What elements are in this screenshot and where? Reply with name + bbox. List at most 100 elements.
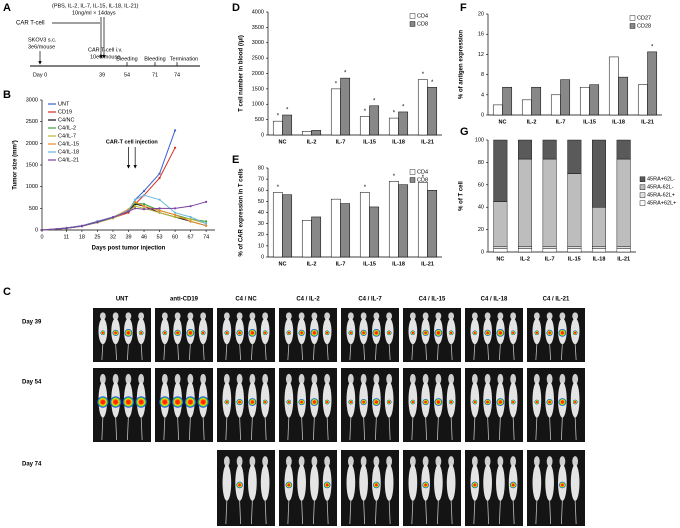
bar [417,79,428,136]
mouse-tail [188,343,191,361]
bar-segment [518,246,532,249]
mouse-tail [411,500,414,525]
mouse-head [435,373,442,385]
mouse-tail [535,500,538,525]
y-tick-label: 0 [261,132,264,138]
y-tick-label: 0 [35,227,38,233]
mouse-tail [549,500,552,525]
mouse-tail [512,343,515,361]
mouse-head [298,312,305,320]
legend-swatch [639,200,646,206]
skov3: SKOV3 s.c. [28,37,57,43]
signal [197,396,210,409]
legend-label: CD8 [417,21,428,27]
skov3-dose: 3e6/mouse [28,44,55,50]
mouse-tail [126,416,129,441]
point [173,211,177,214]
bar [589,84,600,116]
y-tick-label: 1000 [26,184,38,190]
mouse-tail [349,416,352,441]
point [158,209,161,212]
column-label: C4 / IL-7 [358,297,382,303]
mouse-head [409,456,416,467]
x-tick-label: IL-15 [568,256,581,262]
y-tick-label: 500 [255,117,264,123]
mouse-tail [287,416,290,441]
mouse-tail [287,500,290,525]
mouse-tail [163,343,166,361]
mouse-head [324,456,331,467]
row-label: Day 39 [22,320,42,326]
mouse-tail [349,500,352,525]
mouse-head [546,312,553,320]
point [134,205,137,208]
mouse-tail [487,416,490,441]
mouse-head [174,373,181,385]
legend-label: 45RA+62L+ [647,201,676,207]
y-tick-label: 2500 [26,119,38,125]
point [142,194,146,197]
cytokines: (PBS, IL-2, IL-7, IL-15, IL-18, IL-21) [52,3,139,9]
mouse-tail [115,343,118,361]
mouse-tail [301,416,304,441]
legend-label: CD4 [417,13,428,19]
x-tick-label: NC [499,119,507,125]
bar [311,130,322,136]
mouse-head [484,456,491,467]
point [158,207,161,210]
signal [286,330,292,336]
point [205,222,208,225]
signal [534,330,540,336]
mouse-body [297,464,306,501]
y-tick-label: 30 [258,221,264,227]
y-tick-label: 0 [481,249,484,255]
mouse-tail [473,343,476,361]
x-tick-label: IL-18 [593,256,606,262]
signal [372,397,381,407]
mouse-tail [312,416,315,441]
mouse-tail [202,343,205,361]
bar-segment [493,246,508,249]
mouse-tail [411,343,414,361]
point [142,189,146,193]
y-tick-label: 40 [478,205,484,211]
mouse-head [311,373,318,385]
legend-label: 45RA-62L+ [647,193,675,199]
bar [550,94,561,116]
mouse-tail [101,343,104,361]
signal [422,329,429,337]
mouse-head [99,373,106,385]
row-label: Day 54 [22,380,42,386]
bar [531,86,542,116]
signal [496,328,505,337]
column-label: UNT [116,297,129,303]
bar [618,76,629,116]
bar-segment [493,248,508,253]
significance: * [393,111,396,117]
mouse-head [99,312,106,320]
mouse-tail [250,416,253,441]
signal [422,481,430,489]
x-tick-label: 18 [79,234,85,240]
mouse-body [570,464,580,501]
mouse-head [497,456,504,467]
mouse-head [298,456,305,467]
mouse-body [446,464,456,501]
bar-segment [542,248,557,253]
point [40,228,44,232]
bar [340,77,351,136]
x-tick-label: IL-7 [336,261,346,267]
mouse-body [310,464,319,501]
day: 71 [152,72,158,78]
y-tick-label: 16 [478,32,484,38]
mouse-head [187,373,194,385]
significance: * [651,44,654,50]
mouse-head [422,312,429,320]
y-tick-label: 12 [478,52,484,58]
point [158,198,161,201]
mouse-head [138,373,145,385]
significance: * [286,108,289,114]
mouse-tail [450,416,453,441]
legend-label: 45RA-62L- [647,185,674,191]
point [127,210,130,213]
